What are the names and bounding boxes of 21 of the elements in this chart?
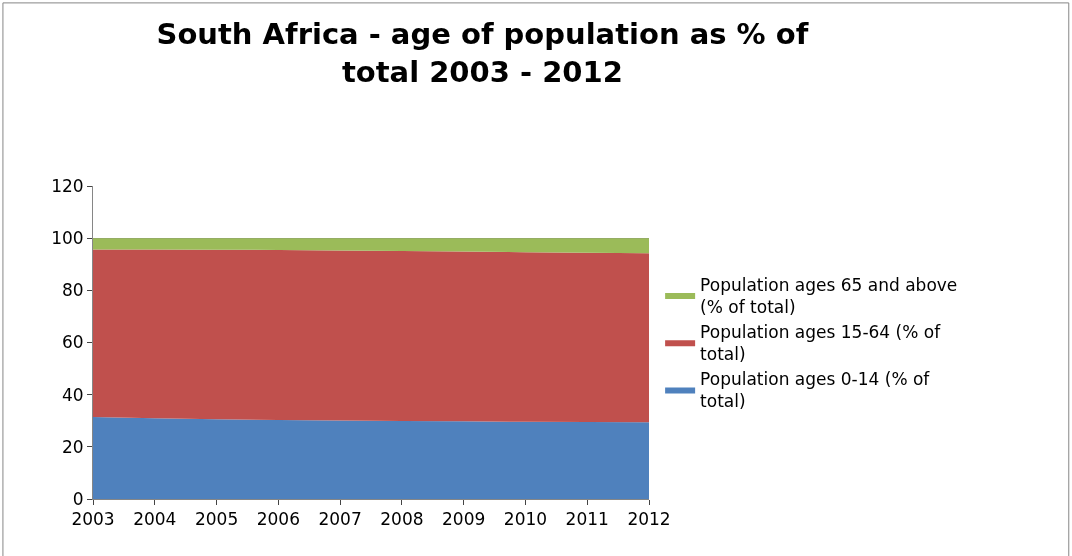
legend-label: Population ages 65 and above (% of total) xyxy=(700,274,958,317)
x-tick-label: 2011 xyxy=(565,509,609,530)
legend-label: Population ages 0-14 (% of total) xyxy=(700,369,931,412)
x-tick-label: 2007 xyxy=(318,509,362,530)
y-tick-label: 20 xyxy=(61,436,84,457)
x-tick-label: 2003 xyxy=(71,509,115,530)
chart-title: South Africa - age of population as % of total 2003 - 2012 xyxy=(156,17,809,90)
y-tick-label: 80 xyxy=(61,280,84,301)
x-tick-label: 2005 xyxy=(194,509,239,530)
y-tick-label: 60 xyxy=(61,332,84,353)
x-tick-label: 2009 xyxy=(442,509,486,530)
y-tick-label: 100 xyxy=(51,228,84,249)
x-tick-label: 2008 xyxy=(380,509,424,530)
x-tick-label: 2012 xyxy=(627,509,671,530)
y-tick-label: 0 xyxy=(72,488,84,509)
x-tick-label: 2006 xyxy=(256,509,300,530)
y-tick-label: 120 xyxy=(51,175,84,196)
legend-label: Population ages 15-64 (% of total) xyxy=(700,321,942,364)
y-tick-label: 40 xyxy=(61,384,84,405)
x-tick-label: 2010 xyxy=(503,509,548,530)
x-tick-label: 2004 xyxy=(133,509,177,530)
